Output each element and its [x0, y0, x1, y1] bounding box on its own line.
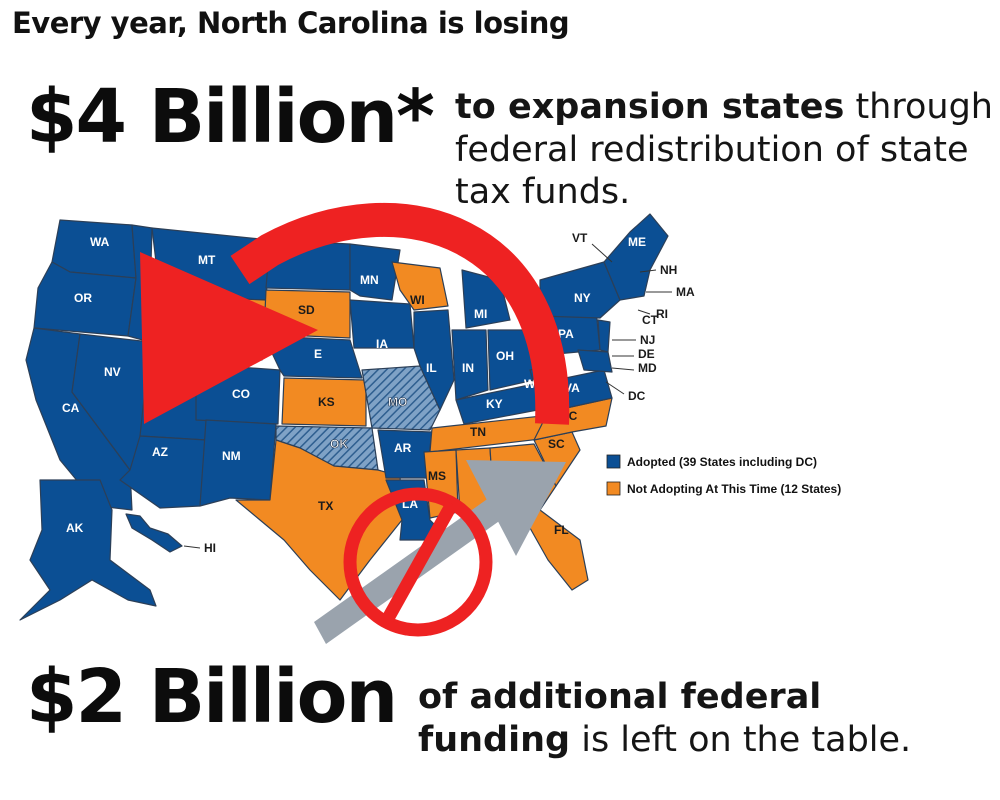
headline-intro: Every year, North Carolina is losing	[12, 6, 570, 40]
bottom-description-bold: of additional federal funding	[418, 677, 822, 760]
label-oh: OH	[496, 349, 514, 363]
red-curved-arrow	[230, 203, 570, 425]
state-ne	[263, 335, 363, 379]
label-ak: AK	[66, 521, 84, 535]
label-vt: VT	[572, 231, 588, 245]
label-dc: DC	[628, 389, 646, 403]
bottom-amount: $2 Billion	[26, 654, 398, 740]
label-ca: CA	[62, 401, 80, 415]
state-fl	[459, 509, 589, 591]
label-ky: KY	[486, 397, 503, 411]
legend-label-adopted: Adopted (39 States including DC)	[627, 455, 817, 469]
label-mt: MT	[198, 253, 216, 267]
label-fl: FL	[554, 523, 569, 537]
label-ks: KS	[318, 395, 335, 409]
state-il	[413, 309, 455, 411]
label-ok: OK	[330, 437, 348, 451]
label-ri: RI	[656, 307, 668, 321]
state-ak	[19, 479, 157, 621]
label-mn: MN	[360, 273, 379, 287]
label-ct: CT	[642, 313, 659, 327]
label-de: DE	[638, 347, 655, 361]
label-ar: AR	[394, 441, 412, 455]
state-mo	[361, 365, 441, 431]
label-or: OR	[74, 291, 92, 305]
state-wi	[391, 261, 449, 311]
label-hi: HI	[204, 541, 216, 555]
label-ia: IA	[376, 337, 388, 351]
label-sc: SC	[548, 437, 565, 451]
label-wa: WA	[90, 235, 110, 249]
state-ne-states	[603, 213, 669, 301]
label-az: AZ	[152, 445, 168, 459]
label-mo: MO	[388, 395, 407, 409]
gray-arrowhead	[466, 460, 566, 556]
label-tn: TN	[470, 425, 486, 439]
label-ma: MA	[676, 285, 695, 299]
legend-swatch-not-adopting	[606, 481, 621, 496]
label-me: ME	[628, 235, 646, 249]
top-description-bold: to expansion states	[455, 87, 845, 127]
top-description-rest: through federal redistribution of state …	[455, 87, 993, 213]
state-de-md	[577, 349, 613, 373]
state-mn	[349, 243, 401, 301]
legend-swatch-adopted	[606, 454, 621, 469]
label-md: MD	[638, 361, 657, 375]
label-ms: MS	[428, 469, 446, 483]
legend-label-not-adopting: Not Adopting At This Time (12 States)	[627, 482, 841, 496]
label-nh: NH	[660, 263, 677, 277]
label-nv: NV	[104, 365, 121, 379]
state-nj	[597, 319, 611, 353]
label-pa: PA	[558, 327, 574, 341]
state-hi	[125, 513, 183, 553]
label-nj: NJ	[640, 333, 655, 347]
label-il: IL	[426, 361, 437, 375]
bottom-description: of additional federal funding is left on…	[418, 676, 978, 761]
label-ne: E	[314, 347, 322, 361]
top-description: to expansion states through federal redi…	[455, 86, 995, 214]
state-ks	[281, 377, 367, 427]
label-sd: SD	[298, 303, 315, 317]
state-nm	[199, 419, 277, 507]
label-tx: TX	[318, 499, 333, 513]
prohibition-icon	[343, 487, 493, 637]
red-arrowhead	[140, 252, 318, 424]
label-mi: MI	[474, 307, 487, 321]
label-nm: NM	[222, 449, 241, 463]
label-in: IN	[462, 361, 474, 375]
label-co: CO	[232, 387, 250, 401]
label-wi: WI	[410, 293, 425, 307]
state-in	[451, 329, 489, 401]
bottom-description-rest: is left on the table.	[570, 719, 912, 760]
label-ny: NY	[574, 291, 591, 305]
top-amount: $4 Billion*	[26, 74, 435, 160]
